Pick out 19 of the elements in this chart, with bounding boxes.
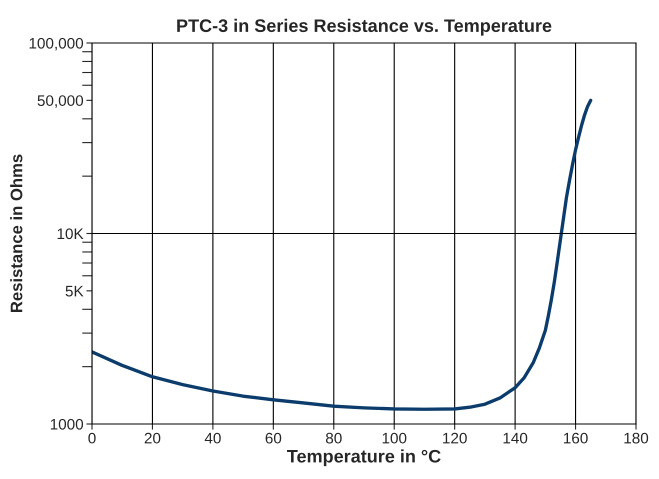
chart-title: PTC-3 in Series Resistance vs. Temperature [177, 18, 552, 36]
x-tick-label: 40 [204, 432, 221, 444]
x-tick-label: 180 [624, 432, 648, 444]
y-tick-label: 100,000 [30, 38, 84, 50]
y-axis-title: Resistance in Ohms [10, 154, 22, 312]
x-tick-label: 160 [564, 432, 588, 444]
x-tick-label: 60 [266, 432, 282, 444]
x-axis-title: Temperature in °C [287, 449, 441, 466]
y-tick-label: 50,000 [38, 95, 84, 108]
x-tick-label: 120 [443, 432, 467, 444]
x-tick-label: 0 [88, 432, 96, 444]
y-tick-label: 10K [58, 228, 84, 240]
x-tick-label: 20 [144, 432, 160, 444]
y-tick-label: 5K [66, 286, 84, 297]
line-series [92, 98, 592, 411]
y-tick-label: 1000 [50, 418, 84, 430]
x-tick-label: 140 [504, 432, 528, 444]
x-tick-label: 80 [326, 432, 342, 444]
x-tick-label: 100 [382, 432, 406, 444]
